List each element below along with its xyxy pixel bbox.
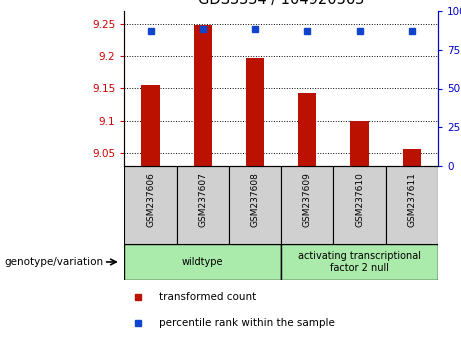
Bar (124, 244, 281, 280)
Bar (386, 166, 438, 244)
Text: GDS3334 / 104920563: GDS3334 / 104920563 (198, 0, 364, 7)
Bar (229, 166, 281, 244)
Text: genotype/variation: genotype/variation (5, 257, 104, 267)
Bar (298, 93, 317, 166)
Text: percentile rank within the sample: percentile rank within the sample (159, 318, 335, 328)
Bar (281, 166, 333, 244)
Bar (194, 25, 212, 166)
Bar (281, 244, 438, 280)
Text: activating transcriptional
factor 2 null: activating transcriptional factor 2 null (298, 251, 421, 273)
Text: transformed count: transformed count (159, 291, 256, 302)
Text: GSM237611: GSM237611 (408, 173, 416, 228)
Text: wildtype: wildtype (182, 257, 224, 267)
Bar (177, 166, 229, 244)
Bar (246, 58, 264, 166)
Bar (142, 85, 160, 166)
Text: GSM237610: GSM237610 (355, 173, 364, 228)
Text: GSM237606: GSM237606 (146, 173, 155, 228)
Bar (333, 166, 386, 244)
Bar (350, 121, 369, 166)
Bar (403, 149, 421, 166)
Text: GSM237609: GSM237609 (303, 173, 312, 228)
Bar (124, 166, 177, 244)
Text: GSM237608: GSM237608 (251, 173, 260, 228)
Text: GSM237607: GSM237607 (198, 173, 207, 228)
